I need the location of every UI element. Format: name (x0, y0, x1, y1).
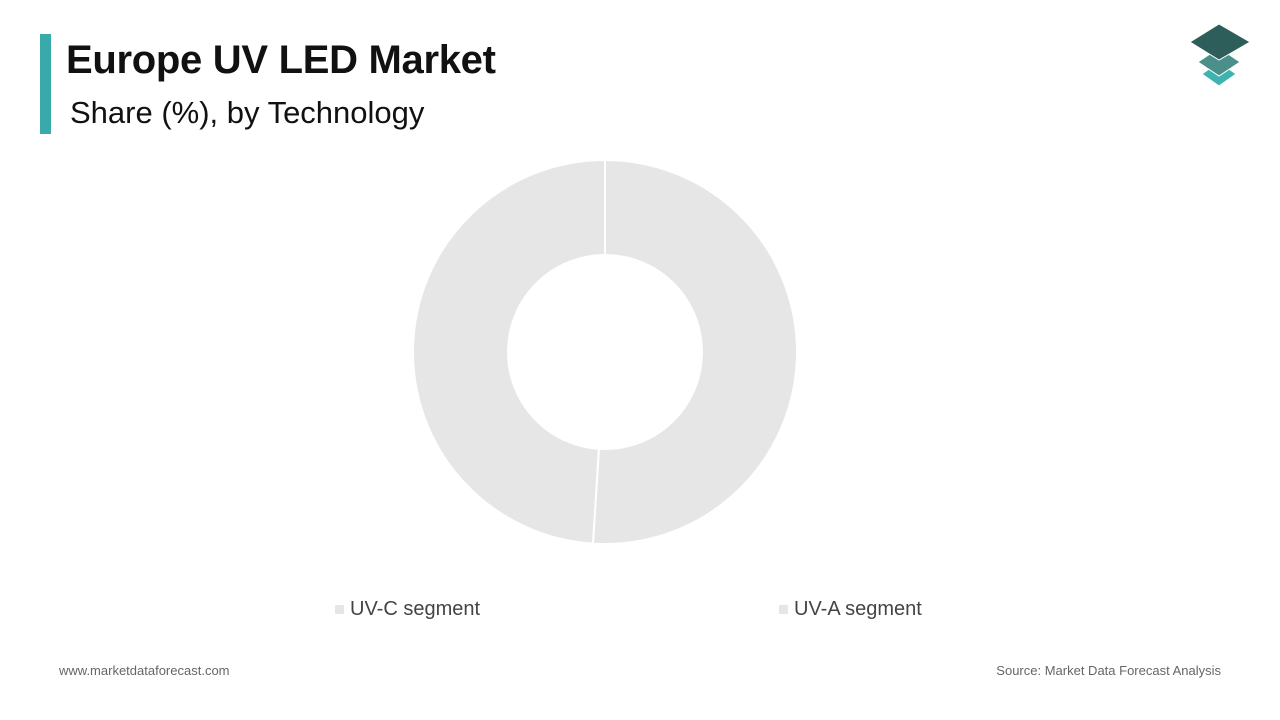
legend-swatch-uv-c (335, 605, 344, 614)
stacked-layers-logo-icon (1189, 23, 1251, 87)
title-accent-bar (40, 34, 51, 134)
logo-layer-top (1189, 23, 1251, 61)
legend-item-uv-c: UV-C segment (335, 598, 480, 621)
chart-subtitle: Share (%), by Technology (70, 95, 425, 130)
legend-label-uv-a: UV-A segment (794, 598, 922, 620)
legend-item-uv-a: UV-A segment (779, 598, 922, 621)
donut-slice-uv-c-segment (591, 158, 798, 545)
logo-layer-middle (1197, 47, 1241, 77)
chart-title: Europe UV LED Market (66, 38, 496, 82)
legend-label-uv-c: UV-C segment (350, 598, 481, 620)
website-footer: www.marketdataforecast.com (59, 663, 230, 678)
legend-swatch-uv-a (779, 605, 788, 614)
donut-slice-uv-a-segment (412, 158, 606, 545)
source-footer: Source: Market Data Forecast Analysis (996, 663, 1221, 678)
